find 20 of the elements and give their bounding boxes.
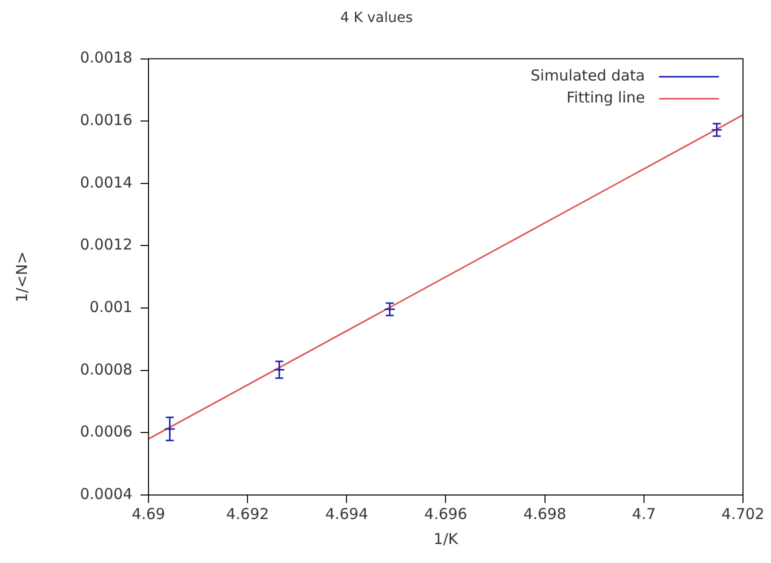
y-tick-label: 0.0012: [80, 236, 132, 254]
y-tick-label: 0.0006: [80, 422, 132, 441]
x-tick-label: 4.694: [325, 504, 368, 523]
legend-label: Fitting line: [566, 88, 645, 107]
y-tick-label: 0.0014: [80, 173, 132, 192]
y-tick-label: 0.0004: [80, 484, 132, 503]
y-axis-title: 1/<N>: [12, 251, 31, 302]
y-tick-label: 0.0016: [80, 111, 132, 130]
y-tick-label: 0.0018: [80, 48, 132, 67]
y-tick-label: 0.0008: [80, 360, 132, 378]
x-tick-label: 4.696: [424, 504, 468, 523]
x-tick-label: 4.7: [632, 504, 656, 523]
chart-title: 4 K values: [340, 10, 413, 26]
x-tick-label: 4.698: [523, 504, 566, 523]
y-tick-label: 0.001: [90, 298, 132, 316]
x-tick-label: 4.692: [226, 504, 270, 523]
x-tick-label: 4.702: [722, 504, 764, 523]
x-tick-label: 4.69: [132, 504, 166, 523]
legend-label: Simulated data: [530, 66, 645, 85]
x-axis-title: 1/K: [434, 530, 460, 548]
